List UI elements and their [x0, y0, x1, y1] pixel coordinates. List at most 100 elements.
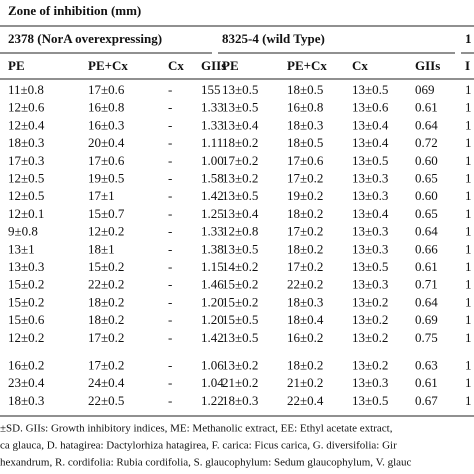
- cell: 1: [465, 188, 472, 203]
- cell: 12±0.2: [8, 330, 44, 345]
- column-header: PE: [8, 58, 25, 73]
- cell: 0.65: [415, 206, 438, 221]
- cell: 13±0.2: [352, 312, 388, 327]
- cell: -: [168, 135, 172, 150]
- cell: 0.66: [415, 241, 438, 256]
- cell: 16±0.8: [88, 100, 124, 115]
- cell: 18±1: [88, 241, 115, 256]
- cell: 18±0.3: [287, 117, 323, 132]
- cell: 1: [465, 82, 472, 97]
- cell: 22±0.4: [287, 393, 324, 408]
- cell: 13±0.3: [352, 170, 388, 185]
- cell: 13±0.3: [8, 259, 44, 274]
- cell: 18±0.3: [287, 294, 323, 309]
- cell: 15±0.2: [222, 294, 258, 309]
- cell: 0.72: [415, 135, 438, 150]
- cell: 18±0.3: [8, 135, 44, 150]
- cell: 0.65: [415, 170, 438, 185]
- cell: 1: [465, 100, 472, 115]
- cell: 0.64: [415, 224, 438, 239]
- cell: 0.64: [415, 294, 438, 309]
- cell: 13±0.5: [352, 82, 388, 97]
- cell: 18±0.2: [88, 294, 124, 309]
- cell: -: [168, 393, 172, 408]
- cell: 24±0.4: [88, 375, 125, 390]
- cell: 1.42: [201, 330, 224, 345]
- cell: 17±0.3: [8, 153, 44, 168]
- cell: 1.20: [201, 294, 224, 309]
- cell: 0.67: [415, 393, 438, 408]
- cell: 18±0.3: [222, 393, 258, 408]
- cell: 15±0.5: [222, 312, 258, 327]
- cell: 16±0.2: [287, 330, 323, 345]
- cell: 22±0.5: [88, 393, 124, 408]
- cell: 15±0.2: [222, 277, 258, 292]
- cell: 16±0.8: [287, 100, 323, 115]
- cell: 13±0.3: [352, 188, 388, 203]
- group-header: 1: [465, 31, 472, 46]
- column-header: Cx: [168, 58, 184, 73]
- cell: 0.64: [415, 117, 438, 132]
- cell: 0.63: [415, 357, 438, 372]
- cell: 1.42: [201, 188, 224, 203]
- cell: 1.15: [201, 259, 224, 274]
- cell: 22±0.2: [88, 277, 124, 292]
- cell: 13±0.4: [222, 206, 259, 221]
- cell: 1: [465, 312, 472, 327]
- cell: 13±0.4: [352, 135, 389, 150]
- cell: 1.04: [201, 375, 224, 390]
- cell: 13±0.4: [222, 117, 259, 132]
- cell: 13±0.3: [352, 375, 388, 390]
- cell: 13±1: [8, 241, 35, 256]
- cell: 18±0.4: [287, 312, 324, 327]
- cell: 1: [465, 241, 472, 256]
- cell: 1.46: [201, 277, 224, 292]
- cell: 13±0.5: [352, 153, 388, 168]
- cell: 15±0.6: [8, 312, 45, 327]
- cell: 13±0.5: [222, 82, 258, 97]
- cell: 13±0.5: [222, 100, 258, 115]
- cell: 18±0.2: [287, 206, 323, 221]
- cell: 13±0.2: [352, 330, 388, 345]
- cell: 11±0.8: [8, 82, 44, 97]
- cell: 0.60: [415, 188, 438, 203]
- cell: 1.06: [201, 357, 224, 372]
- cell: 19±0.2: [287, 188, 323, 203]
- cell: 13±0.3: [352, 241, 388, 256]
- cell: 069: [415, 82, 435, 97]
- cell: 1: [465, 224, 472, 239]
- cell: 18±0.5: [287, 135, 323, 150]
- cell: 17±0.6: [287, 153, 324, 168]
- cell: 1: [465, 206, 472, 221]
- cell: -: [168, 188, 172, 203]
- cell: 1: [465, 375, 472, 390]
- cell: 13±0.2: [222, 170, 258, 185]
- cell: 13±0.5: [352, 393, 388, 408]
- cell: 19±0.5: [88, 170, 124, 185]
- cell: 14±0.2: [222, 259, 258, 274]
- column-header: PE+Cx: [287, 58, 327, 73]
- cell: 16±0.3: [88, 117, 124, 132]
- cell: 22±0.2: [287, 277, 323, 292]
- cell: -: [168, 100, 172, 115]
- cell: -: [168, 117, 172, 132]
- cell: 1.33: [201, 100, 224, 115]
- cell: -: [168, 312, 172, 327]
- cell: -: [168, 153, 172, 168]
- cell: 1.33: [201, 117, 224, 132]
- cell: 0.60: [415, 153, 438, 168]
- column-header: GIIs: [415, 58, 440, 73]
- cell: 1.20: [201, 312, 224, 327]
- cell: 1: [465, 330, 472, 345]
- cell: 1.58: [201, 170, 224, 185]
- cell: 12±0.8: [222, 224, 258, 239]
- cell: 1.22: [201, 393, 224, 408]
- cell: 0.61: [415, 375, 438, 390]
- cell: 17±1: [88, 188, 115, 203]
- cell: -: [168, 206, 172, 221]
- cell: 12±0.4: [8, 117, 45, 132]
- cell: 1.25: [201, 206, 224, 221]
- cell: -: [168, 330, 172, 345]
- cell: -: [168, 277, 172, 292]
- cell: 13±0.6: [352, 100, 389, 115]
